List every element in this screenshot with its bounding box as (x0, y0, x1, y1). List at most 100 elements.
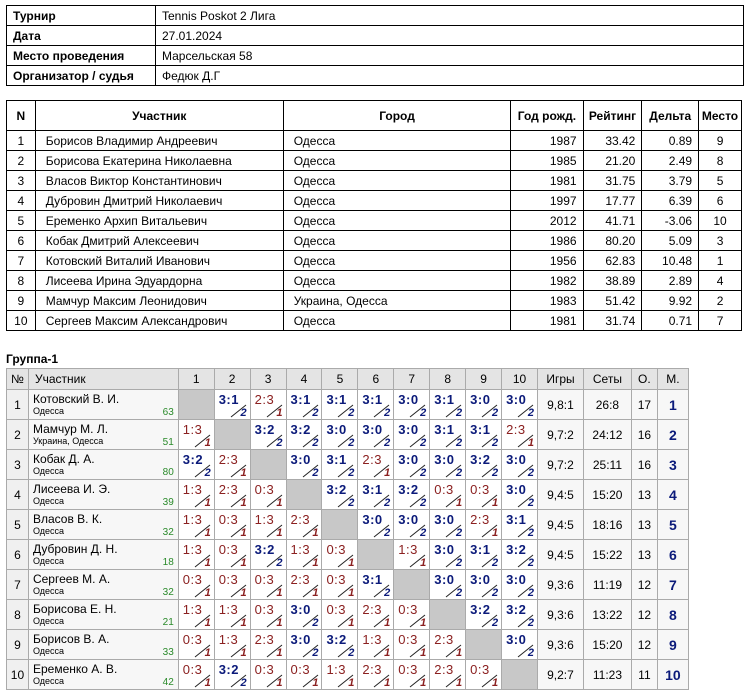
participant-rating: 80.20 (582, 230, 643, 251)
match-points: 1 (384, 677, 391, 689)
games-stat: 9,2:7 (537, 659, 584, 690)
match-points: 1 (276, 677, 283, 689)
info-value: 27.01.2024 (155, 25, 744, 46)
participant-row: 5 Еременко Архип Витальевич Одесса 2012 41.7… (6, 210, 742, 231)
participant-birth-year: 1986 (510, 230, 584, 251)
match-points: 1 (240, 647, 247, 659)
slash-divider (374, 464, 390, 478)
match-score: 3:2 (470, 602, 491, 617)
sets-stat: 11:23 (582, 659, 632, 690)
participant-name: Дубровин Дмитрий Николаевич (34, 190, 284, 211)
match-score: 0:3 (434, 482, 454, 497)
match-result-cell: 3:0 2 (429, 509, 467, 540)
match-result-cell: 3:0 2 (285, 599, 323, 630)
match-result-cell: 2:3 1 (357, 659, 395, 690)
slash-divider (481, 614, 498, 628)
player-rating: 18 (162, 557, 174, 568)
match-result-cell: 0:3 1 (213, 509, 251, 540)
match-points: 1 (204, 497, 211, 509)
slash-divider (302, 674, 318, 688)
match-score: 3:1 (434, 422, 455, 437)
group-row-number: 6 (6, 539, 29, 570)
group-header: 2 (213, 368, 251, 390)
group-header: № (6, 368, 29, 390)
participant-city: Одесса (282, 190, 512, 211)
match-score: 3:0 (434, 452, 455, 467)
match-points: 1 (276, 647, 283, 659)
player-city: Одесса (32, 645, 65, 656)
self-cell (249, 449, 287, 480)
slash-divider (266, 584, 282, 598)
match-result-cell: 3:2 2 (249, 539, 287, 570)
match-points: 2 (240, 677, 247, 689)
slash-divider (445, 404, 462, 418)
match-points: 1 (384, 617, 391, 629)
games-stat: 9,7:2 (537, 449, 584, 480)
match-result-cell: 3:0 2 (285, 629, 323, 660)
slash-divider (481, 524, 498, 538)
score-stat: 12 (630, 629, 658, 660)
participant-delta: -3.06 (641, 210, 700, 231)
player-name: Власов В. К. (32, 511, 103, 526)
match-result-cell: 3:1 2 (321, 449, 359, 480)
match-result-cell: 3:0 2 (285, 449, 323, 480)
slash-divider (409, 434, 426, 448)
slash-divider (409, 404, 426, 418)
match-result-cell: 0:3 1 (177, 659, 215, 690)
match-points: 2 (420, 407, 427, 419)
match-result-cell: 0:3 1 (429, 479, 467, 510)
match-score: 3:0 (506, 392, 527, 407)
slash-divider (481, 434, 498, 448)
sets-stat: 15:20 (582, 479, 632, 510)
match-result-cell: 3:2 2 (465, 449, 503, 480)
self-cell (393, 569, 431, 600)
group-player: Борисов В. А. Одесса 33 (27, 629, 179, 660)
participant-city: Одесса (282, 170, 512, 191)
participant-name: Еременко Архип Витальевич (34, 210, 284, 231)
match-score: 2:3 (218, 482, 239, 497)
slash-divider (517, 524, 534, 538)
self-cell (213, 419, 251, 450)
slash-divider (194, 464, 211, 478)
slash-divider (517, 494, 534, 508)
match-result-cell: 0:3 1 (465, 479, 503, 510)
participant-row: 9 Мамчур Максим Леонидович Украина, Одесса… (6, 290, 742, 311)
match-score: 2:3 (290, 572, 311, 587)
participant-birth-year: 2012 (510, 210, 584, 231)
place-stat: 10 (656, 659, 690, 690)
match-points: 2 (312, 437, 319, 449)
participant-rating: 62.83 (582, 250, 643, 271)
match-score: 2:3 (434, 632, 454, 647)
sets-stat: 18:16 (582, 509, 632, 540)
match-points: 2 (348, 407, 355, 419)
participant-number: 9 (6, 290, 36, 311)
slash-divider (409, 614, 426, 628)
player-name: Борисова Е. Н. (32, 601, 117, 616)
group-header: Участник (27, 368, 179, 390)
match-score: 0:3 (470, 662, 490, 677)
match-points: 2 (420, 467, 427, 479)
self-cell (321, 509, 359, 540)
slash-divider (481, 404, 498, 418)
match-score: 0:3 (218, 512, 239, 527)
match-points: 1 (276, 617, 283, 629)
group-row-number: 1 (6, 389, 29, 420)
match-result-cell: 0:3 1 (393, 629, 431, 660)
slash-divider (338, 494, 354, 508)
participant-row: 3 Власов Виктор Константинович Одесса 1981 3… (6, 170, 742, 191)
match-points: 2 (348, 467, 355, 479)
match-score: 3:0 (506, 452, 527, 467)
player-city: Одесса (32, 405, 65, 416)
player-rating: 32 (162, 587, 174, 598)
match-score: 3:0 (470, 572, 491, 587)
participant-city: Одесса (282, 250, 512, 271)
participants-header: Год рожд. (510, 100, 584, 131)
score-stat: 11 (630, 659, 658, 690)
group-header: 8 (429, 368, 467, 390)
player-rating: 33 (162, 647, 174, 658)
match-result-cell: 0:3 1 (321, 539, 359, 570)
match-result-cell: 3:0 2 (465, 569, 503, 600)
match-result-cell: 3:0 2 (501, 569, 538, 600)
sets-stat: 11:19 (582, 569, 632, 600)
place-stat: 7 (656, 569, 690, 600)
